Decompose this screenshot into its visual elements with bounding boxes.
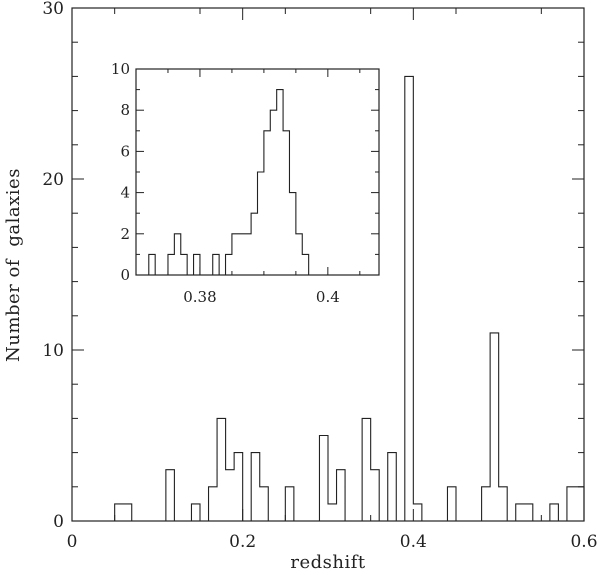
x-axis-title: redshift xyxy=(290,552,366,573)
histogram-bin xyxy=(226,470,235,521)
histogram-bin xyxy=(232,234,238,275)
histogram-bin xyxy=(405,76,414,521)
y-tick-label: 0 xyxy=(120,266,130,284)
x-tick-label: 0.2 xyxy=(229,532,256,552)
y-tick-label: 8 xyxy=(120,101,130,119)
main-plot-frame xyxy=(71,7,585,522)
histogram-bin xyxy=(302,254,308,275)
histogram-bin xyxy=(277,90,283,275)
histogram-bin xyxy=(285,487,294,521)
histogram-bin xyxy=(550,504,559,521)
histogram-bin xyxy=(328,504,337,521)
histogram-bin xyxy=(362,418,371,521)
histogram-bin xyxy=(388,453,397,521)
histogram-bin xyxy=(251,213,257,275)
histogram-bin xyxy=(234,453,243,521)
x-tick-label: 0 xyxy=(67,532,78,552)
histogram-bin xyxy=(524,504,533,521)
histogram-bin xyxy=(115,504,124,521)
histogram-bin xyxy=(238,234,244,275)
histogram-bin xyxy=(191,504,200,521)
histogram-bin xyxy=(226,254,232,275)
histogram-bin xyxy=(575,487,584,521)
histogram-bin xyxy=(296,234,302,275)
histogram-bin xyxy=(289,193,295,275)
histogram-bin xyxy=(174,234,180,275)
histogram-bin xyxy=(251,453,260,521)
y-tick-label: 2 xyxy=(120,225,130,243)
histogram-bin xyxy=(245,234,251,275)
histogram-bin xyxy=(516,504,525,521)
histogram-bin xyxy=(194,254,200,275)
histogram-bin xyxy=(217,418,226,521)
inset-histogram-outline xyxy=(136,89,379,276)
histogram-bin xyxy=(258,172,264,275)
histogram-bin xyxy=(123,504,132,521)
y-tick-label: 10 xyxy=(42,341,64,361)
histogram-bin xyxy=(499,487,508,521)
histogram-bin xyxy=(149,254,155,275)
inset-histogram-plot: 0.38 0.4 0 2 4 6 8 10 xyxy=(111,60,380,306)
histogram-bin xyxy=(371,470,380,521)
histogram-bin xyxy=(264,131,270,275)
y-axis-title: Number of galaxies xyxy=(3,168,24,362)
histogram-bin xyxy=(567,487,576,521)
y-tick-label: 4 xyxy=(120,184,130,202)
main-histogram-outline xyxy=(72,75,585,522)
histogram-bin xyxy=(270,110,276,275)
y-tick-label: 10 xyxy=(111,60,130,78)
histogram-bin xyxy=(181,254,187,275)
y-tick-label: 20 xyxy=(42,170,64,190)
histogram-bin xyxy=(447,487,456,521)
histogram-bin xyxy=(319,436,328,522)
histogram-bin xyxy=(168,254,174,275)
histogram-bin xyxy=(490,333,499,521)
x-tick-label: 0.38 xyxy=(183,288,216,306)
y-tick-label: 30 xyxy=(42,0,64,19)
y-tick-label: 6 xyxy=(120,142,130,160)
histogram-bin xyxy=(482,487,491,521)
inset-tick-labels: 0.38 0.4 0 2 4 6 8 10 xyxy=(111,60,340,306)
x-tick-label: 0.4 xyxy=(400,532,427,552)
histogram-bin xyxy=(213,254,219,275)
histogram-bin xyxy=(337,470,346,521)
y-tick-label: 0 xyxy=(53,512,64,532)
histogram-bin xyxy=(260,487,269,521)
histogram-bin xyxy=(283,131,289,275)
x-tick-label: 0.6 xyxy=(570,532,597,552)
histogram-bin xyxy=(413,504,422,521)
histogram-bin xyxy=(209,487,218,521)
histogram-bin xyxy=(166,470,175,521)
x-tick-label: 0.4 xyxy=(316,288,340,306)
